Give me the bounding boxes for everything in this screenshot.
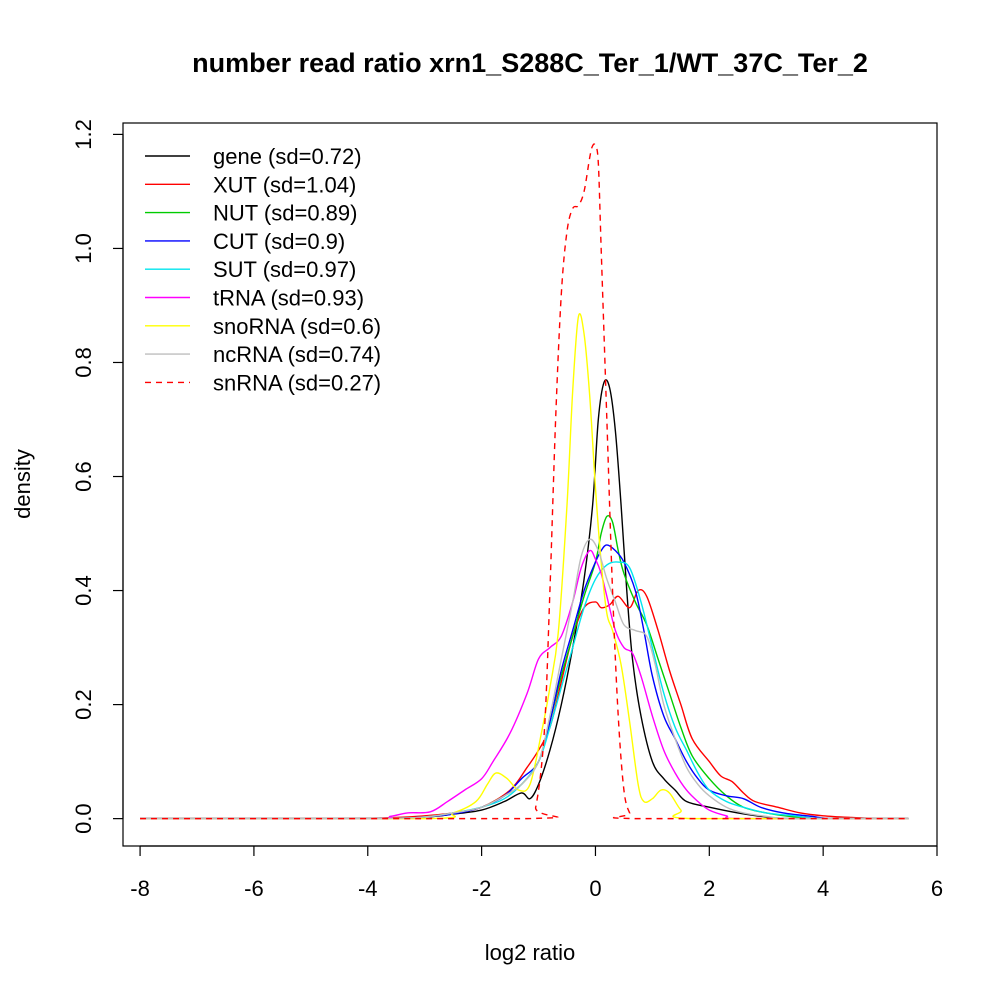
series-line-0 <box>140 379 909 820</box>
legend-label-2: NUT (sd=0.89) <box>213 201 357 226</box>
legend-label-8: snRNA (sd=0.27) <box>213 370 381 395</box>
series-line-2 <box>140 515 909 820</box>
legend: gene (sd=0.72) XUT (sd=1.04) NUT (sd=0.89)… <box>145 144 381 395</box>
series-line-8 <box>140 143 909 820</box>
y-axis: 0.0 0.2 0.4 0.6 0.8 1.0 1.2 <box>71 119 124 834</box>
legend-label-7: ncRNA (sd=0.74) <box>213 342 381 367</box>
y-tick-label: 0.8 <box>71 347 96 378</box>
y-tick-label: 0.2 <box>71 689 96 720</box>
series-line-3 <box>140 544 909 820</box>
x-tick-label: -6 <box>244 876 264 901</box>
x-tick-label: -2 <box>472 876 492 901</box>
series-line-6 <box>140 312 909 820</box>
x-axis: -8 -6 -4 -2 0 2 4 6 <box>130 845 943 901</box>
series-line-1 <box>140 589 909 820</box>
x-tick-label: 4 <box>817 876 829 901</box>
x-axis-label: log2 ratio <box>485 940 576 965</box>
legend-label-1: XUT (sd=1.04) <box>213 172 356 197</box>
x-tick-label: 0 <box>589 876 601 901</box>
legend-label-0: gene (sd=0.72) <box>213 144 362 169</box>
x-tick-label: -8 <box>130 876 150 901</box>
x-tick-label: 2 <box>703 876 715 901</box>
x-tick-label: -4 <box>358 876 378 901</box>
x-tick-label: 6 <box>931 876 943 901</box>
series-line-4 <box>140 561 909 820</box>
series-line-5 <box>140 549 909 820</box>
y-tick-label: 1.2 <box>71 119 96 150</box>
legend-label-6: snoRNA (sd=0.6) <box>213 314 381 339</box>
series-line-7 <box>140 538 909 820</box>
legend-label-5: tRNA (sd=0.93) <box>213 286 364 311</box>
y-tick-label: 0.0 <box>71 803 96 834</box>
chart-title: number read ratio xrn1_S288C_Ter_1/WT_37… <box>192 48 868 78</box>
y-tick-label: 0.4 <box>71 575 96 606</box>
y-tick-label: 0.6 <box>71 461 96 492</box>
legend-label-4: SUT (sd=0.97) <box>213 257 356 282</box>
y-axis-label: density <box>10 449 35 519</box>
y-tick-label: 1.0 <box>71 233 96 264</box>
series-lines <box>140 143 909 820</box>
legend-label-3: CUT (sd=0.9) <box>213 229 345 254</box>
